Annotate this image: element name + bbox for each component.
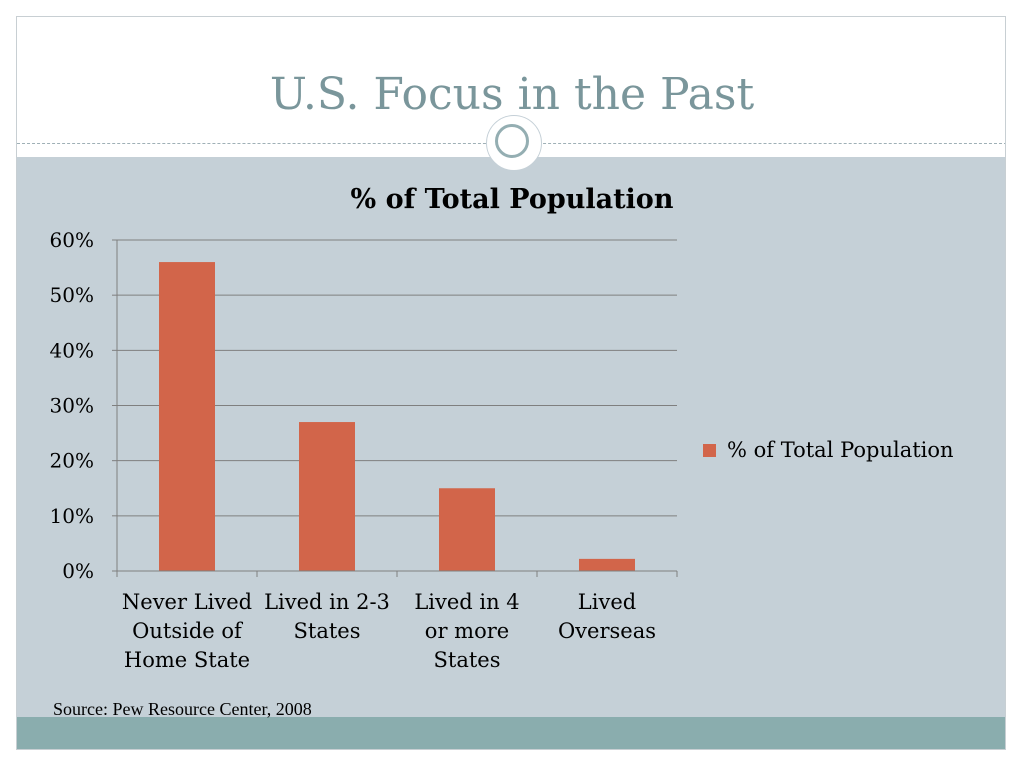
- y-tick-label: 50%: [50, 283, 94, 307]
- y-tick-label: 60%: [50, 228, 94, 252]
- axes: [112, 239, 678, 577]
- bar: [299, 422, 355, 571]
- x-category-label: Lived Overseas: [558, 590, 656, 643]
- bar: [579, 558, 635, 571]
- slide-frame: U.S. Focus in the Past: [16, 16, 1006, 750]
- legend: % of Total Population: [703, 438, 954, 462]
- y-tick-labels: 0% 10% 20% 30% 40% 50% 60%: [50, 228, 94, 583]
- slide-title: U.S. Focus in the Past: [269, 69, 755, 120]
- source-note: Source: Pew Resource Center, 2008: [53, 699, 312, 719]
- legend-label: % of Total Population: [727, 438, 954, 462]
- footer-band: [17, 717, 1005, 749]
- x-category-label: Never Lived Outside of Home State: [122, 590, 252, 672]
- y-tick-label: 20%: [50, 449, 94, 473]
- bar: [159, 262, 215, 571]
- y-tick-label: 40%: [50, 338, 94, 362]
- y-tick-label: 30%: [50, 394, 94, 418]
- y-tick-label: 0%: [62, 559, 94, 583]
- divider-ring-ornament: [487, 116, 541, 170]
- x-category-label: Lived in 4 or more States: [414, 590, 519, 672]
- legend-swatch: [703, 444, 716, 457]
- bar: [439, 488, 495, 571]
- bars: [159, 262, 635, 571]
- divider-ring-inner: [495, 124, 529, 158]
- x-category-label: Lived in 2-3 States: [264, 590, 390, 643]
- y-tick-label: 10%: [50, 504, 94, 528]
- chart-title: % of Total Population: [351, 184, 674, 215]
